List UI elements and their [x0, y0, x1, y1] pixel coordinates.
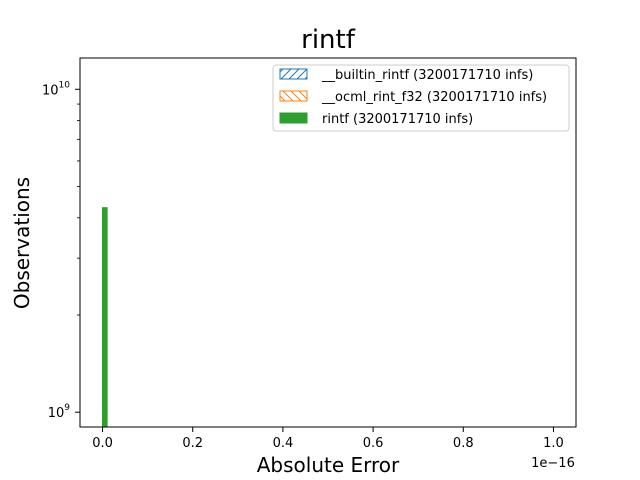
legend-swatch — [279, 112, 308, 124]
legend-swatch — [279, 68, 308, 80]
legend: __builtin_rintf (3200171710 infs) __ocml_… — [272, 64, 570, 132]
y-tick-label: 1010 — [42, 80, 70, 98]
bars-layer — [102, 207, 108, 428]
x-tick-label: 0.0 — [92, 436, 113, 451]
legend-swatch — [279, 90, 308, 102]
x-tick-label: 0.4 — [273, 436, 294, 451]
x-tick-label: 1.0 — [543, 436, 564, 451]
y-axis-label: Observations — [10, 177, 34, 309]
legend-label: rintf (3200171710 infs) — [322, 112, 473, 127]
histogram-bar-series-2-bin-0 — [102, 207, 108, 428]
chart-title: rintf — [301, 25, 356, 55]
legend-box — [272, 64, 570, 132]
x-tick-label: 0.8 — [453, 436, 474, 451]
legend-label: __ocml_rint_f32 (3200171710 infs) — [321, 90, 547, 105]
plot-frame — [79, 57, 577, 428]
x-axis-label: Absolute Error — [257, 453, 400, 477]
y-axis-ticks: 109 1010 — [42, 80, 80, 421]
legend-label: __builtin_rintf (3200171710 infs) — [321, 68, 533, 83]
x-tick-label: 0.2 — [182, 436, 203, 451]
x-offset-label: 1e−16 — [531, 456, 575, 471]
x-tick-label: 0.6 — [363, 436, 384, 451]
x-axis-ticks: 0.0 0.2 0.4 0.6 0.8 1.0 — [92, 427, 564, 451]
y-tick-label: 109 — [48, 403, 71, 421]
